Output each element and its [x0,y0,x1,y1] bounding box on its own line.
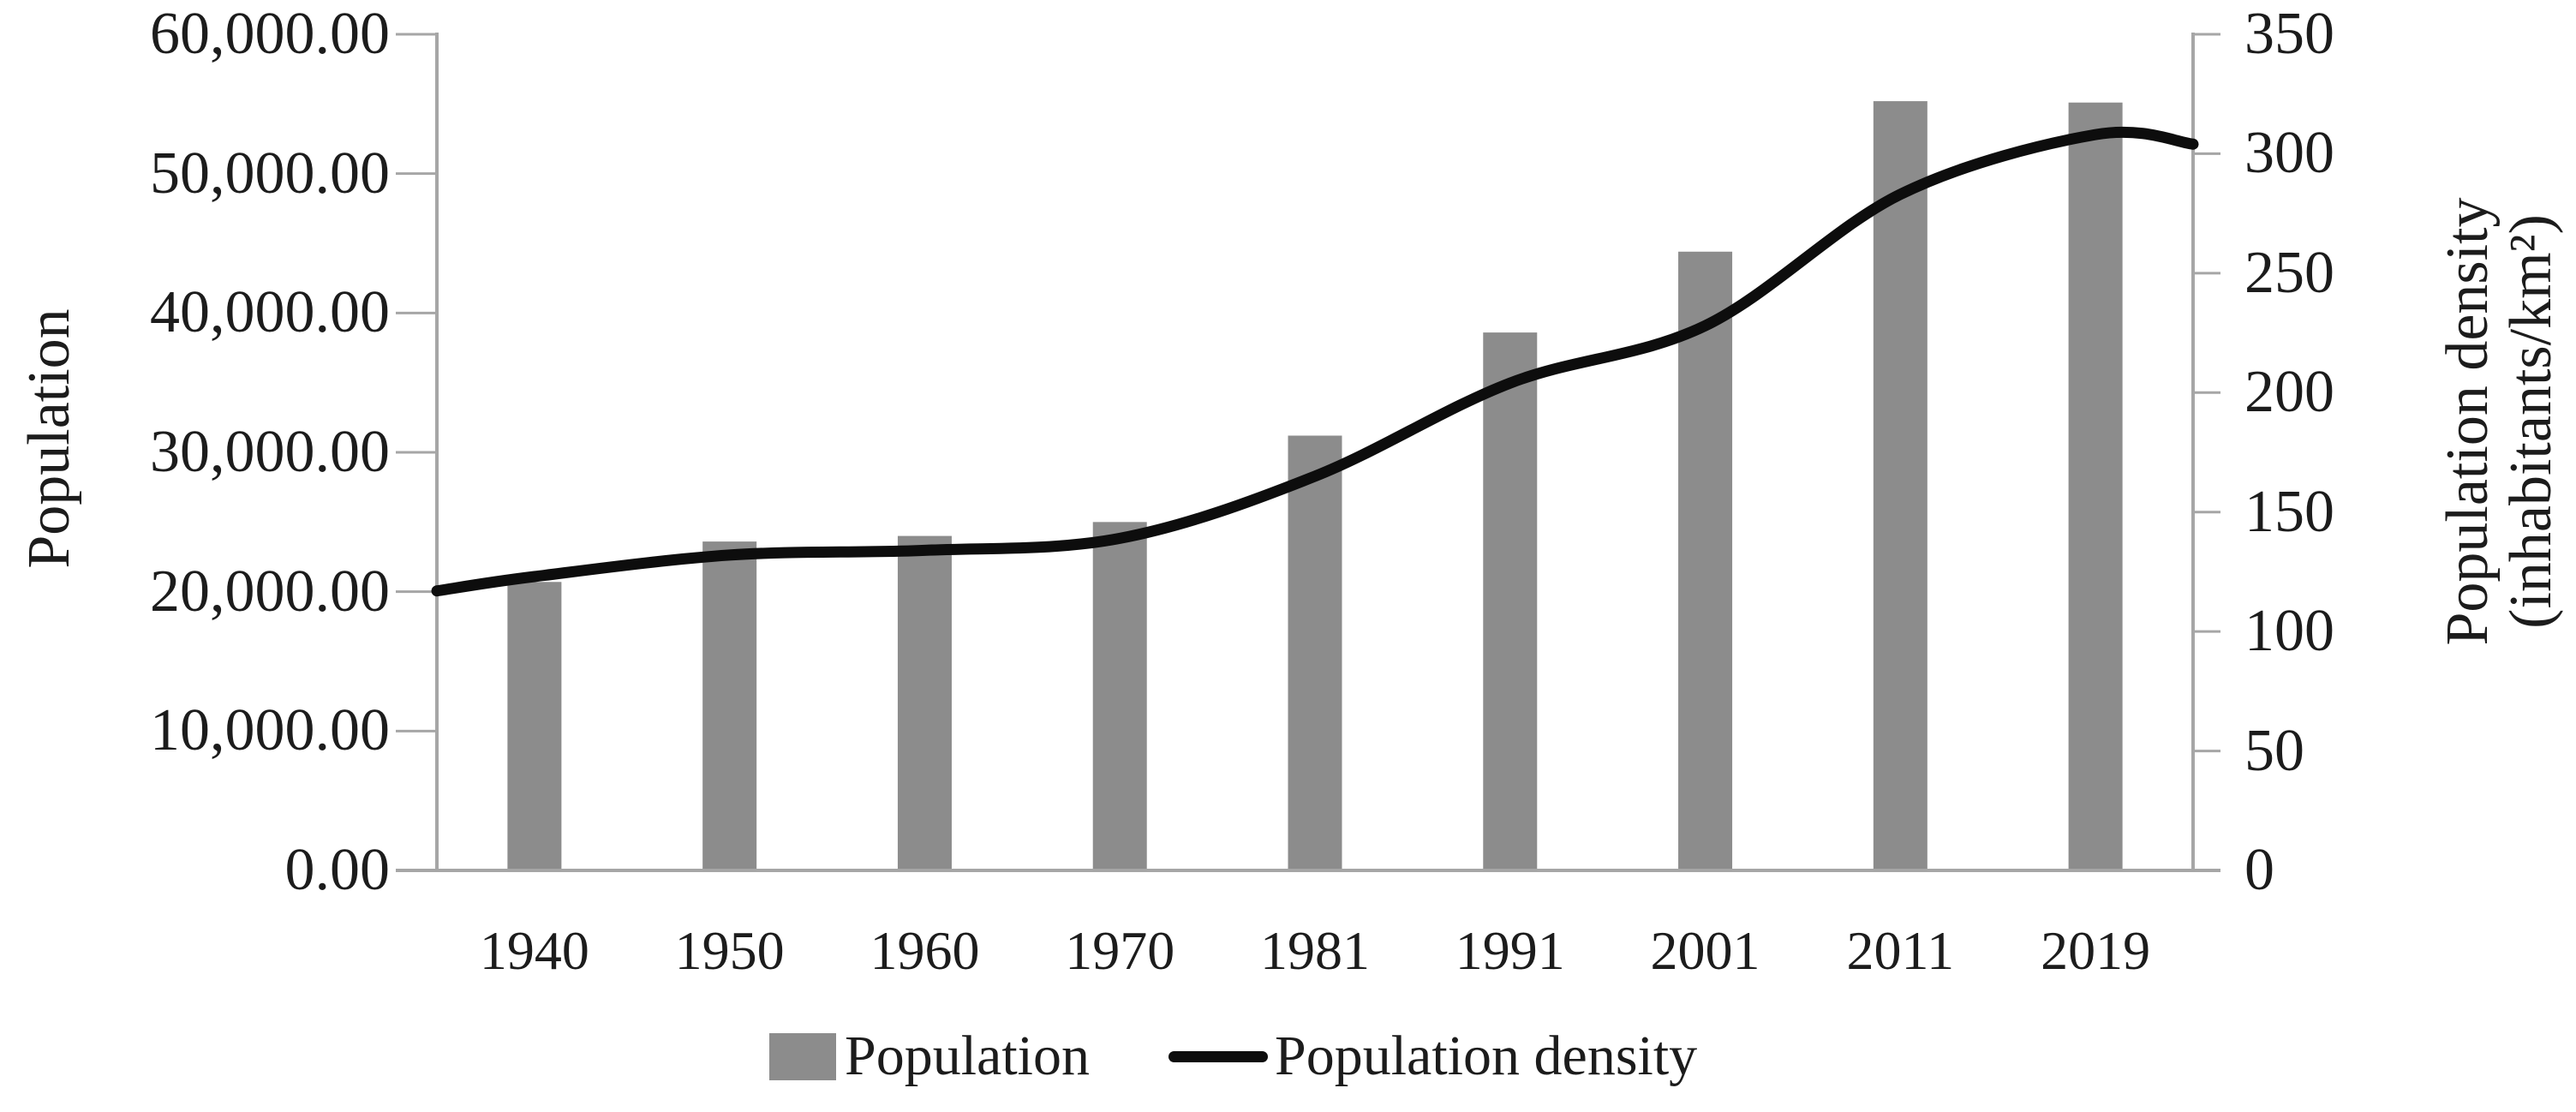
legend-bar-swatch [769,1032,836,1080]
y2-axis-tick-label: 150 [2244,478,2334,545]
y-axis-tick-label: 10,000.00 [150,697,390,764]
y2-axis-tick-label: 200 [2244,359,2334,426]
bar-1950 [702,541,757,870]
legend: Population Population density [769,1026,1697,1086]
x-axis-tick-label: 2001 [1650,920,1760,981]
y2-axis-tick-label: 0 [2244,837,2274,903]
left-axis-title: Population [16,308,82,569]
x-axis-tick-label: 1981 [1260,920,1370,981]
right-axis-title-line1: Population density [2435,197,2501,646]
x-axis-tick-label: 1950 [674,920,785,981]
y2-axis-tick-label: 50 [2244,717,2304,784]
y-axis-tick-label: 0.00 [284,837,391,903]
axes [396,33,2220,872]
y-axis-tick-label: 60,000.00 [150,1,390,67]
x-axis-tick-label: 1970 [1065,920,1175,981]
y2-axis-tick-label: 300 [2244,120,2334,187]
density-line [431,126,2199,597]
legend-bar-label: Population [845,1025,1091,1087]
x-axis-tick-label: 2011 [1846,920,1955,981]
bar-1970 [1092,522,1147,870]
right-axis-title: Population density (inhabitants/km²) [2435,197,2564,646]
y-axis-tick-label: 20,000.00 [150,558,390,625]
y-axis-tick-label: 40,000.00 [150,279,390,346]
bar-2011 [1873,101,1928,870]
y2-axis-tick-label: 250 [2244,239,2334,306]
legend-line-swatch [1168,1050,1269,1062]
bar-1991 [1483,332,1538,870]
bar-1940 [507,582,562,870]
legend-line-label: Population density [1275,1025,1698,1087]
x-axis-tick-label: 2019 [2041,920,2151,981]
bar-1960 [897,535,952,870]
y2-axis-tick-label: 100 [2244,598,2334,665]
bar-2001 [1678,251,1733,870]
y-axis-tick-label: 50,000.00 [150,140,390,206]
bar-series [507,101,2123,870]
bar-1981 [1288,435,1342,870]
right-axis-title-line2: (inhabitants/km²) [2498,214,2564,629]
x-axis-tick-label: 1940 [479,920,589,981]
y2-axis-tick-label: 350 [2244,1,2334,67]
bar-2019 [2068,102,2123,870]
x-axis-tick-label: 1991 [1455,920,1565,981]
x-axis-tick-label: 1960 [870,920,980,981]
y-axis-tick-label: 30,000.00 [150,419,390,485]
